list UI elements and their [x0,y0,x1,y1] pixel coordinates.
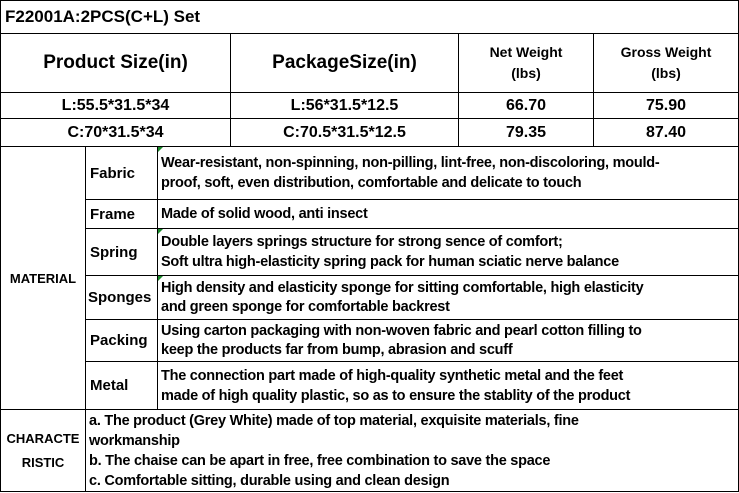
gross-weight-line1: Gross Weight [620,44,712,60]
characteristic-desc: a. The product (Grey White) made of top … [85,409,739,492]
material-label: MATERIAL [0,146,86,410]
header-package-size: PackageSize(in) [230,33,459,93]
material-desc: Using carton packaging with non-woven fa… [157,319,739,362]
material-name: Metal [85,361,158,410]
label-line: CHARACTE [6,430,80,446]
desc-line: High density and elasticity sponge for s… [161,279,644,296]
desc-line: made of high quality plastic, so as to e… [161,387,631,404]
desc-line: Made of solid wood, anti insect [161,206,368,222]
gross-weight-line2: (lbs) [651,65,681,81]
material-name: Packing [85,319,158,362]
table-row: L:55.5*31.5*34 L:56*31.5*12.5 66.70 75.9… [0,92,739,119]
spec-table: F22001A:2PCS(C+L) Set Product Size(in) P… [0,0,739,147]
cell-net-weight: 79.35 [458,118,594,147]
material-table: MATERIAL Fabric Wear-resistant, non-spin… [0,146,739,492]
net-weight-line2: (lbs) [511,65,541,81]
desc-line: Using carton packaging with non-woven fa… [161,322,642,339]
material-name: Spring [85,228,158,276]
material-desc: The connection part made of high-quality… [157,361,739,410]
desc-line: c. Comfortable sitting, durable using an… [89,472,450,489]
cell-product-size: L:55.5*31.5*34 [0,92,231,119]
material-name: Sponges [85,275,158,320]
material-name: Fabric [85,146,158,200]
desc-line: Wear-resistant, non-spinning, non-pillin… [161,155,660,171]
cell-package-size: L:56*31.5*12.5 [230,92,459,119]
header-product-size: Product Size(in) [0,33,231,93]
desc-line: The connection part made of high-quality… [161,367,624,384]
desc-line: workmanship [89,432,180,449]
desc-line: b. The chaise can be apart in free, free… [89,452,551,469]
desc-line: a. The product (Grey White) made of top … [89,412,579,429]
cell-gross-weight: 87.40 [592,118,739,147]
cell-net-weight: 66.70 [458,92,594,119]
product-title: F22001A:2PCS(C+L) Set [0,0,739,34]
net-weight-line1: Net Weight [489,44,563,60]
header-net-weight: Net Weight (lbs) [458,33,594,93]
material-desc: High density and elasticity sponge for s… [157,275,739,320]
cell-package-size: C:70.5*31.5*12.5 [230,118,459,147]
characteristic-label: CHARACTE RISTIC [0,409,86,492]
desc-line: and green sponge for comfortable backres… [161,298,450,315]
cell-product-size: C:70*31.5*34 [0,118,231,147]
label-line: RISTIC [21,454,65,470]
table-row: C:70*31.5*34 C:70.5*31.5*12.5 79.35 87.4… [0,118,739,147]
material-desc: Double layers springs structure for stro… [157,228,739,276]
desc-line: Double layers springs structure for stro… [161,234,563,250]
desc-line: Soft ultra high-elasticity spring pack f… [161,254,619,270]
material-desc: Wear-resistant, non-spinning, non-pillin… [157,146,739,200]
header-gross-weight: Gross Weight (lbs) [592,33,739,93]
material-desc: Made of solid wood, anti insect [157,199,739,229]
desc-line: keep the products far from bump, abrasio… [161,341,513,358]
desc-line: proof, soft, even distribution, comforta… [161,175,582,191]
cell-gross-weight: 75.90 [592,92,739,119]
material-name: Frame [85,199,158,229]
